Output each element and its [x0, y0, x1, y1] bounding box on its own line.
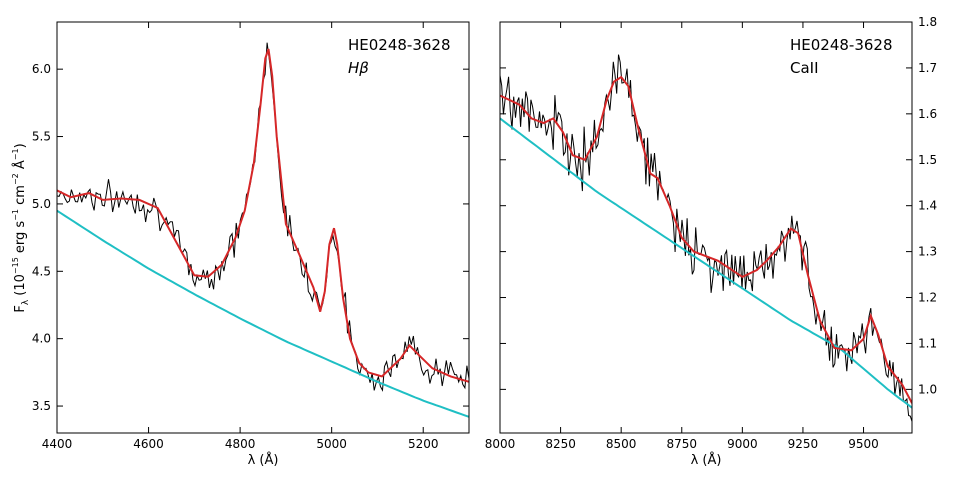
caii-observed-spectrum	[500, 54, 912, 422]
hbeta-line-name: Hβ	[348, 59, 369, 77]
hbeta-observed-spectrum	[57, 42, 469, 392]
panel-hbeta: 4400 4600 4800 5000 5200 3.5 4.0 4.5 5.0 5.5 6.0 H…	[11, 21, 470, 468]
caii-y-tick-label: 1.5	[918, 153, 937, 167]
caii-line-name: CaII	[790, 59, 819, 77]
caii-plot-frame	[499, 21, 913, 434]
hbeta-y-tick-label: 4.5	[32, 264, 51, 278]
caii-ticks: 8000 8250 8500 8750 9000 9250 9500 1.0 1.1 1.2 1.3…	[485, 15, 937, 451]
hbeta-plot-frame	[56, 21, 470, 434]
hbeta-y-tick-label: 6.0	[32, 62, 51, 76]
caii-model-fit-line	[500, 75, 912, 404]
hbeta-object-name: HE0248-3628	[348, 36, 451, 54]
hbeta-x-axis-label: λ (Å)	[248, 452, 279, 468]
hbeta-y-tick-label: 5.0	[32, 197, 51, 211]
caii-x-axis-label: λ (Å)	[691, 452, 722, 468]
hbeta-y-tick-label: 5.5	[32, 130, 51, 144]
hbeta-x-tick-label: 5000	[316, 437, 347, 451]
caii-x-tick-label: 8500	[606, 437, 637, 451]
caii-y-tick-label: 1.3	[918, 245, 937, 259]
caii-y-tick-label: 1.1	[918, 336, 937, 350]
hbeta-x-tick-label: 4800	[225, 437, 256, 451]
hbeta-y-tick-label: 4.0	[32, 332, 51, 346]
hbeta-y-axis-label: Fλ (10−15 erg s−1 cm−2 Å−1)	[11, 143, 31, 312]
caii-x-tick-label: 9000	[727, 437, 758, 451]
caii-x-tick-label: 8250	[545, 437, 576, 451]
caii-y-tick-label: 1.2	[918, 291, 937, 305]
caii-object-name: HE0248-3628	[790, 36, 893, 54]
caii-x-tick-label: 9500	[848, 437, 879, 451]
hbeta-model-fit-line	[57, 48, 469, 383]
caii-y-tick-label: 1.6	[918, 107, 937, 121]
caii-y-tick-label: 1.0	[918, 382, 937, 396]
hbeta-continuum-line	[57, 209, 469, 418]
panel-caii: 8000 8250 8500 8750 9000 9250 9500 1.0 1.1 1.2 1.3…	[485, 15, 937, 468]
hbeta-y-tick-label: 3.5	[32, 399, 51, 413]
hbeta-x-tick-label: 5200	[408, 437, 439, 451]
caii-x-tick-label: 9250	[788, 437, 819, 451]
caii-y-tick-label: 1.8	[918, 15, 937, 29]
caii-y-tick-label: 1.7	[918, 61, 937, 75]
caii-x-tick-label: 8750	[666, 437, 697, 451]
hbeta-ticks: 4400 4600 4800 5000 5200 3.5 4.0 4.5 5.0 5.5 6.0	[32, 22, 469, 451]
caii-y-tick-label: 1.4	[918, 199, 937, 213]
hbeta-x-tick-label: 4400	[42, 437, 73, 451]
hbeta-x-tick-label: 4600	[133, 437, 164, 451]
caii-x-tick-label: 8000	[485, 437, 516, 451]
caii-continuum-line	[500, 117, 912, 409]
